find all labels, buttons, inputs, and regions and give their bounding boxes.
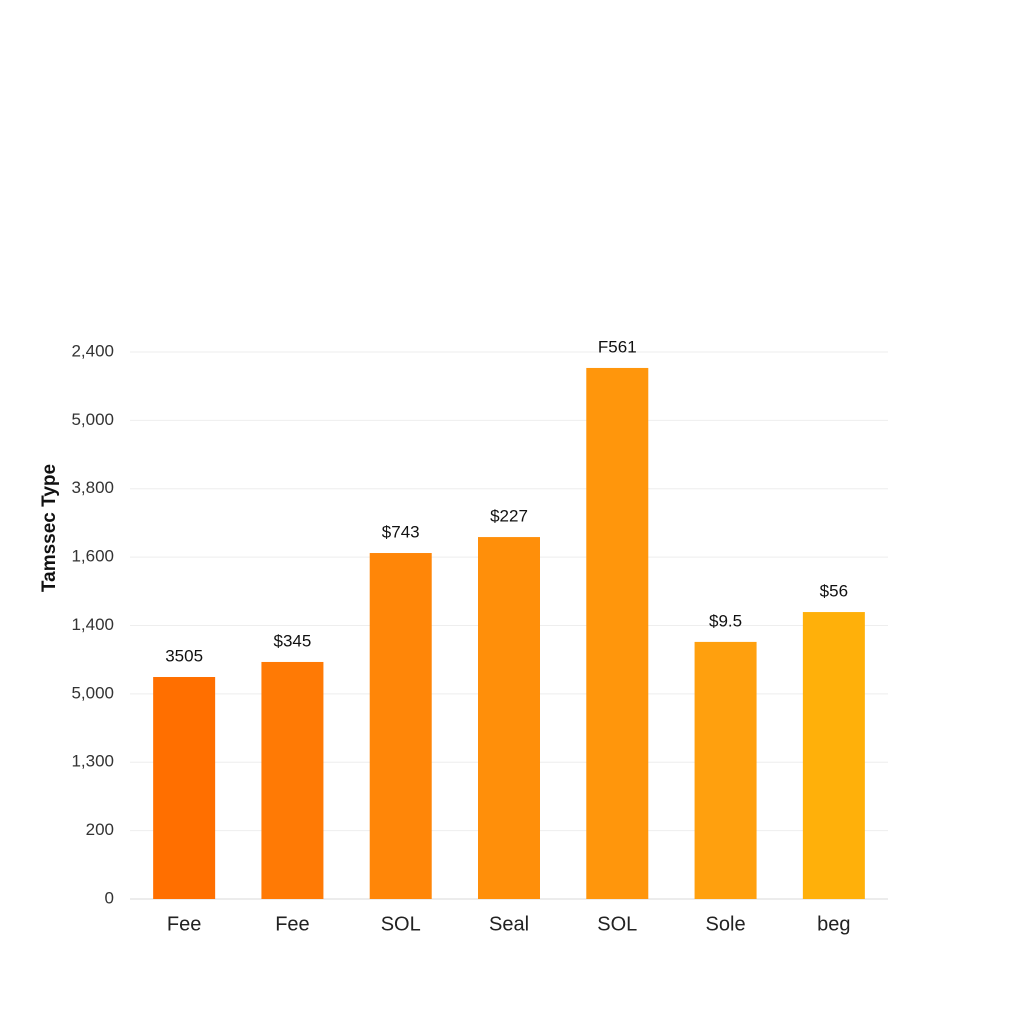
bar-annotation: $9.5 xyxy=(709,611,742,630)
bar xyxy=(694,641,757,899)
bar xyxy=(586,367,649,899)
y-tick-label: 3,800 xyxy=(71,478,114,497)
bar xyxy=(802,612,865,899)
x-tick-label: SOL xyxy=(597,913,637,935)
y-tick-label: 0 xyxy=(105,888,114,907)
y-tick-label: 1,600 xyxy=(71,547,114,566)
bar xyxy=(369,553,432,899)
x-tick-label: Seal xyxy=(489,913,529,935)
bar-annotation: 3505 xyxy=(165,646,203,665)
bar-annotation: $743 xyxy=(382,523,420,542)
y-tick-label: 1,300 xyxy=(71,752,114,771)
bar xyxy=(261,661,324,899)
bar xyxy=(478,537,540,899)
y-axis-label: Tamssec Type xyxy=(39,464,60,592)
bar-annotation: $345 xyxy=(274,631,312,650)
bar-annotation: $227 xyxy=(490,507,528,526)
y-tick-label: 2,400 xyxy=(71,341,114,360)
y-tick-label: 1,400 xyxy=(71,615,114,634)
bar-annotation: $56 xyxy=(820,582,848,601)
y-tick-label: 5,000 xyxy=(71,410,114,429)
y-tick-label: 200 xyxy=(86,820,114,839)
x-tick-label: Fee xyxy=(275,913,309,935)
bar-annotation: F561 xyxy=(598,337,637,356)
x-tick-label: beg xyxy=(817,913,850,935)
y-tick-label: 5,000 xyxy=(71,683,114,702)
x-tick-label: Sole xyxy=(706,913,746,935)
x-tick-label: Fee xyxy=(167,913,201,935)
bar xyxy=(153,677,216,899)
x-tick-label: SOL xyxy=(381,913,421,935)
